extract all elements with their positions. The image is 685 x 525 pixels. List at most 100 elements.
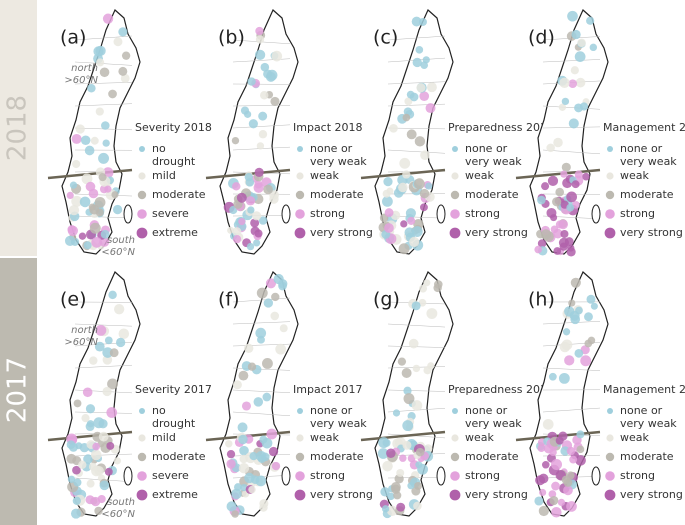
site-dot: [226, 501, 237, 512]
site-dot: [262, 358, 273, 369]
county-border: [542, 321, 601, 325]
site-dot: [82, 387, 93, 398]
site-dot: [398, 243, 410, 255]
site-dot: [571, 180, 580, 189]
site-dot: [387, 505, 398, 517]
legend-title: Severity 2018: [135, 121, 212, 134]
legend-marker: [295, 190, 305, 200]
site-dot: [407, 216, 416, 225]
site-dot: [563, 485, 573, 496]
site-dot: [226, 459, 236, 469]
legend-marker: [605, 209, 615, 219]
site-dot: [552, 197, 562, 207]
site-dot: [411, 400, 423, 411]
island: [123, 466, 133, 486]
site-dot: [113, 37, 123, 47]
site-dot: [534, 245, 543, 254]
site-dot: [558, 219, 569, 230]
site-dot: [575, 306, 583, 315]
site-dot: [426, 82, 437, 93]
site-dot: [71, 133, 82, 144]
site-dot: [92, 442, 101, 451]
legend-marker: [136, 489, 148, 501]
site-dot: [402, 113, 411, 122]
legend-marker: [294, 227, 306, 239]
county-border: [232, 411, 291, 417]
site-dot: [102, 139, 110, 147]
site-dot: [81, 414, 90, 423]
site-dot: [73, 399, 82, 408]
site-dot: [279, 324, 288, 333]
site-dot: [414, 136, 426, 147]
legend-label: weak: [310, 169, 340, 182]
legend-label: extreme: [152, 226, 198, 239]
county-border: [74, 215, 133, 219]
site-dot: [411, 16, 422, 27]
site-dot: [104, 185, 112, 193]
site-dot: [567, 10, 578, 22]
site-dot: [118, 66, 128, 76]
parallel-60n: [515, 168, 601, 180]
site-dot: [574, 51, 586, 63]
site-dot: [104, 336, 113, 345]
legend-title: Management 2018: [603, 121, 685, 134]
site-dot: [226, 449, 236, 459]
site-dot: [539, 488, 547, 497]
site-dot: [238, 434, 248, 445]
legend-marker: [136, 227, 148, 239]
site-dot: [99, 67, 110, 78]
site-dot: [266, 428, 278, 440]
site-dot: [382, 460, 393, 472]
site-dot: [535, 475, 546, 486]
site-dot: [68, 442, 78, 452]
site-dot: [576, 445, 585, 454]
site-dot: [106, 407, 118, 418]
site-dot: [68, 204, 80, 216]
site-dot: [246, 242, 255, 251]
site-dot: [548, 372, 557, 381]
site-dot: [561, 339, 573, 351]
site-dot: [404, 97, 413, 106]
year-label: 2017: [3, 357, 33, 423]
site-dot: [555, 436, 564, 445]
site-dot: [85, 495, 95, 505]
site-dot: [278, 279, 288, 289]
legend-marker: [294, 489, 306, 501]
site-dot: [80, 135, 91, 146]
site-dot: [575, 77, 586, 88]
legend-label: very strong: [310, 226, 373, 239]
site-dot: [67, 475, 76, 483]
site-dot: [232, 182, 241, 191]
legend-marker: [450, 190, 460, 200]
country-outline: [219, 9, 299, 255]
site-dot: [415, 46, 424, 54]
legend-label: weak: [310, 431, 340, 444]
site-dot: [247, 362, 257, 371]
site-dot: [260, 90, 269, 100]
site-dot: [411, 301, 421, 311]
site-dot: [425, 103, 436, 114]
panel-label: (f): [218, 289, 240, 311]
site-dot: [225, 440, 233, 448]
site-dot: [400, 220, 408, 228]
site-dot: [412, 364, 421, 373]
site-dot: [420, 61, 429, 70]
site-dot: [240, 483, 248, 492]
county-border: [74, 82, 133, 85]
site-dot: [231, 488, 242, 500]
legend-marker: [138, 434, 146, 442]
county-border: [74, 193, 133, 197]
site-dot: [102, 347, 113, 358]
county-border: [74, 323, 133, 327]
site-dot: [109, 348, 119, 358]
site-dot: [250, 475, 260, 485]
county-border: [387, 149, 446, 154]
site-dot: [396, 468, 405, 477]
county-border: [232, 389, 291, 393]
county-border: [74, 364, 133, 369]
legend-title: Preparedness 2018: [448, 121, 554, 134]
site-dot: [403, 393, 415, 405]
site-dot: [402, 420, 414, 432]
